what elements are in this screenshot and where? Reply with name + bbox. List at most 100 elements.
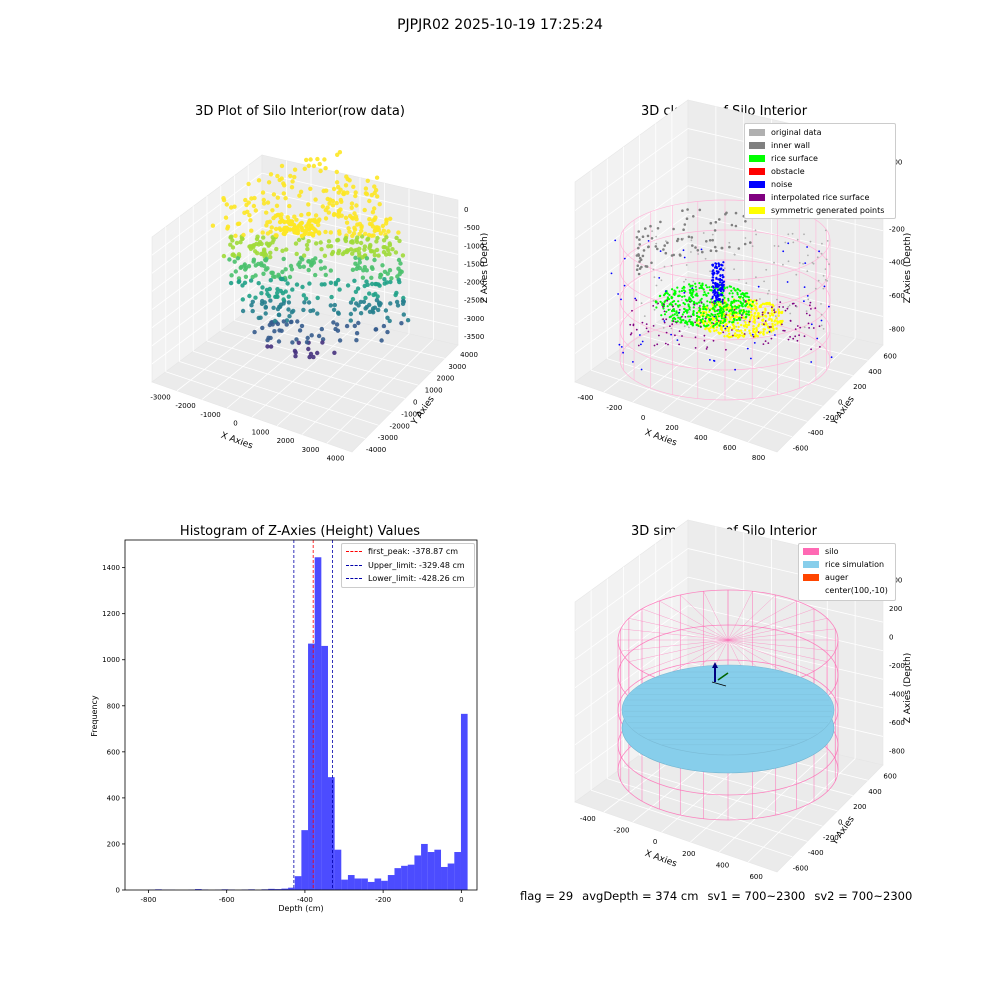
- raw-data-point: [347, 229, 352, 234]
- interpolated-point: [645, 323, 648, 325]
- raw-data-point: [355, 286, 361, 291]
- x-tick-label: 400: [694, 434, 707, 442]
- rice-surface-point: [692, 300, 696, 303]
- interpolated-point: [667, 343, 669, 346]
- y-tick-label: -600: [793, 444, 809, 452]
- rice-surface-point: [710, 321, 714, 324]
- classify-3d-plot[interactable]: -400-2000200400600800-600-400-2000200400…: [500, 0, 1000, 500]
- symmetric-point: [728, 326, 732, 329]
- legend-label: inner wall: [771, 141, 811, 150]
- raw-data-point: [356, 320, 361, 326]
- legend-label: center(100,-10): [825, 586, 888, 595]
- rice-surface-point: [686, 311, 689, 314]
- original-data-point: [759, 298, 761, 300]
- raw-data-point: [400, 253, 406, 258]
- original-data-point: [820, 324, 823, 327]
- interpolated-point: [782, 306, 784, 308]
- symmetric-point: [743, 324, 746, 328]
- raw-data-point: [265, 200, 271, 205]
- raw-data-3d-plot[interactable]: -3000 -2000 -1000 0 1000 2000 3000 4000 -4000 -30…: [0, 0, 500, 500]
- rice-surface-point: [682, 301, 685, 305]
- raw-data-point: [337, 231, 342, 236]
- symmetric-point: [745, 326, 748, 329]
- raw-data-point: [233, 269, 238, 274]
- original-data-point: [807, 254, 809, 257]
- noise-point: [722, 289, 725, 292]
- original-data-point: [683, 325, 686, 328]
- raw-data-point: [303, 296, 309, 301]
- raw-data-point: [267, 219, 273, 224]
- avg-depth-value: avgDepth = 374 cm: [582, 889, 699, 903]
- raw-data-point: [358, 311, 364, 316]
- raw-data-point: [375, 194, 380, 199]
- rice-surface-point: [674, 292, 677, 295]
- rice-surface-point: [684, 290, 687, 293]
- original-data-point: [795, 273, 798, 276]
- depth-histogram[interactable]: -800 -600 -400 -200 0 0 200 400 600 800 1000 1200 14…: [0, 500, 500, 1000]
- original-data-point: [789, 312, 792, 315]
- interpolated-point: [703, 339, 706, 342]
- raw-data-point: [376, 282, 381, 287]
- symmetric-point: [724, 329, 727, 332]
- histogram-legend: first_peak: -378.87 cm Upper_limit: -329.…: [341, 543, 475, 588]
- rice-surface-point: [668, 293, 671, 297]
- silo-wire-spoke: [727, 594, 776, 641]
- raw-data-point: [310, 308, 316, 313]
- original-data-point: [805, 310, 808, 312]
- rice-surface-point: [697, 301, 701, 304]
- symmetric-point: [752, 329, 755, 333]
- raw-data-point: [279, 176, 284, 181]
- symmetric-point: [705, 322, 709, 325]
- raw-data-point: [355, 222, 360, 227]
- inner-wall-point: [681, 209, 684, 212]
- noise-point: [753, 342, 756, 344]
- symmetric-point: [767, 318, 771, 321]
- inner-wall-point: [637, 230, 640, 233]
- original-data-point: [640, 302, 643, 305]
- inner-wall-point: [692, 215, 695, 218]
- raw-data-point: [374, 247, 380, 253]
- rice-surface-point: [750, 305, 753, 308]
- rice-surface-point: [676, 286, 679, 289]
- raw-data-point: [284, 322, 289, 327]
- original-data-point: [738, 308, 741, 311]
- original-data-point: [787, 233, 790, 236]
- original-data-point: [792, 241, 795, 244]
- histogram-bar: [341, 879, 348, 890]
- symmetric-point: [757, 312, 760, 315]
- raw-data-point: [287, 314, 292, 319]
- rice-surface-point: [708, 309, 711, 312]
- rice-surface-point: [718, 312, 721, 315]
- rice-surface-point: [673, 289, 676, 292]
- simulation-3d-plot[interactable]: -400-2000200400600-600-400-2000200400600…: [500, 500, 1000, 1000]
- raw-data-point: [309, 218, 314, 223]
- raw-data-point: [380, 263, 385, 268]
- inner-wall-point: [708, 239, 712, 242]
- inner-wall-point: [713, 245, 717, 249]
- noise-point: [640, 368, 643, 371]
- rice-surface-point: [731, 292, 734, 295]
- raw-data-point: [373, 327, 378, 332]
- interpolated-point: [784, 309, 787, 312]
- raw-data-point: [261, 201, 267, 206]
- raw-data-point: [376, 307, 381, 313]
- raw-data-point: [224, 202, 229, 207]
- raw-data-point: [328, 280, 334, 285]
- y-tick-label: 2000: [437, 375, 455, 383]
- symmetric-point: [733, 325, 736, 328]
- noise-point: [734, 368, 736, 371]
- inner-wall-point: [656, 227, 660, 230]
- raw-data-point: [281, 181, 286, 186]
- x-tick-label: 400: [716, 862, 729, 870]
- raw-data-point: [378, 275, 383, 280]
- rice-surface-point: [697, 315, 700, 318]
- original-data-point: [751, 245, 754, 248]
- raw-data-point: [264, 241, 270, 246]
- raw-data-point: [306, 239, 311, 244]
- raw-data-point: [381, 238, 387, 243]
- original-data-point: [773, 261, 775, 264]
- inner-wall-point: [644, 265, 648, 268]
- interpolated-point: [798, 334, 800, 337]
- noise-point: [719, 277, 722, 280]
- original-data-point: [669, 308, 672, 311]
